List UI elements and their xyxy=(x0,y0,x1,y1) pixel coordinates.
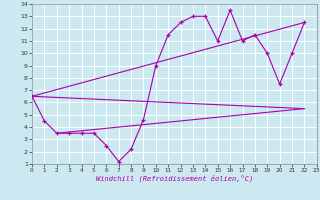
X-axis label: Windchill (Refroidissement éolien,°C): Windchill (Refroidissement éolien,°C) xyxy=(96,175,253,182)
